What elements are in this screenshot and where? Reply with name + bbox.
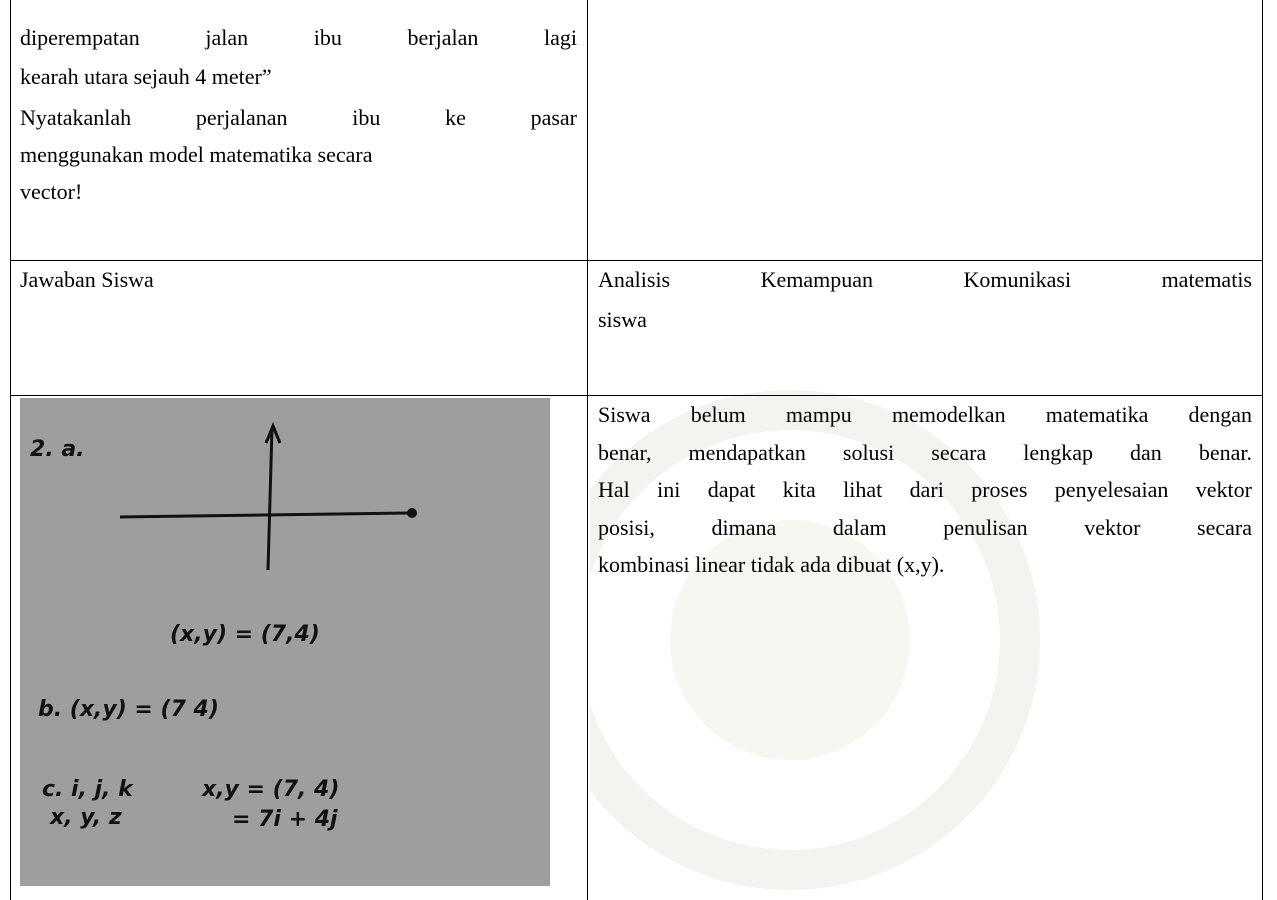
cell-line: Jawaban Siswa	[20, 267, 154, 292]
cell-line: Hal ini dapat kita lihat dari proses pen…	[598, 477, 1252, 502]
arrow	[264, 422, 282, 444]
cell-line: Siswa belum mampu memodelkan matematika …	[598, 402, 1252, 427]
handwriting: x,y = (7, 4)	[201, 777, 339, 802]
watermark	[590, 390, 1040, 890]
border	[10, 260, 1263, 261]
border	[1262, 0, 1263, 900]
cell-line: Nyatakanlah perjalanan ibu ke pasar	[20, 105, 577, 130]
handwriting: c. i, j, k	[42, 777, 134, 802]
handwriting: x, y, z	[49, 805, 122, 830]
handwriting: (x,y) = (7,4)	[170, 622, 320, 647]
cell-line: benar, mendapatkan solusi secara lengkap…	[598, 440, 1252, 465]
border	[10, 395, 1263, 396]
axis	[119, 511, 411, 519]
axis	[266, 427, 274, 571]
cell-line: siswa	[598, 307, 647, 332]
cell-line: menggunakan model matematika secara	[20, 142, 373, 167]
cell-line: posisi, dimana dalam penulisan vektor se…	[598, 515, 1252, 540]
handwriting: = 7i + 4j	[232, 807, 338, 832]
cell-line: kearah utara sejauh 4 meter”	[20, 64, 272, 89]
cell-line: diperempatan jalan ibu berjalan lagi	[20, 25, 577, 50]
cell-line: kombinasi linear tidak ada dibuat (x,y).	[598, 552, 945, 577]
handwriting: 2. a.	[30, 437, 85, 462]
border	[10, 0, 11, 900]
image-background	[20, 398, 550, 886]
border	[587, 0, 588, 900]
cell-line: Analisis Kemampuan Komunikasi matematis	[598, 267, 1252, 292]
student-answer-image: 2. a. (x,y) = (7,4) b. (x,y) = (7 4) c. …	[20, 398, 550, 886]
axis-end	[407, 508, 417, 518]
handwriting: b. (x,y) = (7 4)	[38, 697, 219, 722]
cell-line: vector!	[20, 179, 83, 204]
